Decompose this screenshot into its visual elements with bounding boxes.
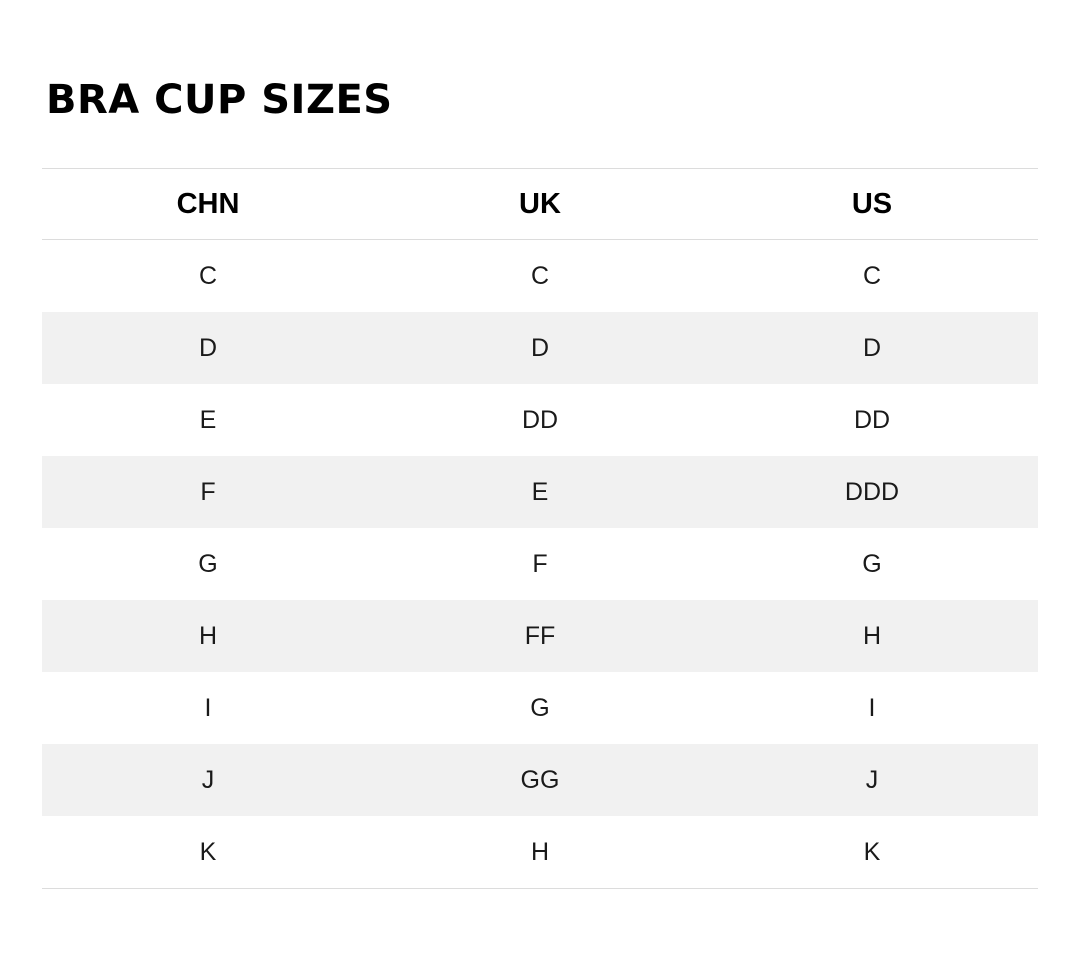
table-cell: J [201,765,215,794]
table-body: C C C D D D E DD DD F E DDD G F G H FF H I G I J GG J K H K [42,240,1038,889]
table-cell: I [204,693,212,722]
table-cell: C [530,261,550,290]
header-cell: UK [519,187,561,220]
table-cell: K [863,837,881,866]
table-cell: C [198,261,218,290]
table-cell: DD [853,405,891,434]
table-cell: FF [524,621,556,650]
table-row: F E DDD [42,456,1038,528]
table-cell: J [865,765,879,794]
table-cell: G [862,549,882,578]
table-row: E DD DD [42,384,1038,456]
table-cell: H [862,621,882,650]
table-cell: I [868,693,876,722]
table-header: CHN UK US [42,168,1038,240]
table-cell: F [532,549,548,578]
header-cell: US [851,187,893,220]
table-cell: D [198,333,218,362]
table-cell: DDD [844,477,900,506]
table-cell: F [200,477,216,506]
table-cell: D [862,333,882,362]
table-cell: H [198,621,218,650]
header-cell: CHN [176,187,240,220]
table-cell: G [198,549,218,578]
table-row: H FF H [42,600,1038,672]
table-cell: H [530,837,550,866]
header-row: CHN UK US [42,168,1038,240]
table-cell: E [199,405,217,434]
table-row: J GG J [42,744,1038,816]
size-conversion-table: CHN UK US C C C D D D E DD DD F E DDD G F G H FF H I G I J GG J K H… [42,168,1038,889]
page-title: BRA CUP SIZES [46,77,393,123]
table-cell: GG [520,765,560,794]
table-cell: DD [521,405,559,434]
table-cell: K [199,837,217,866]
table-cell: D [530,333,550,362]
table-cell: C [862,261,882,290]
table-cell: E [531,477,549,506]
table-cell: G [530,693,550,722]
